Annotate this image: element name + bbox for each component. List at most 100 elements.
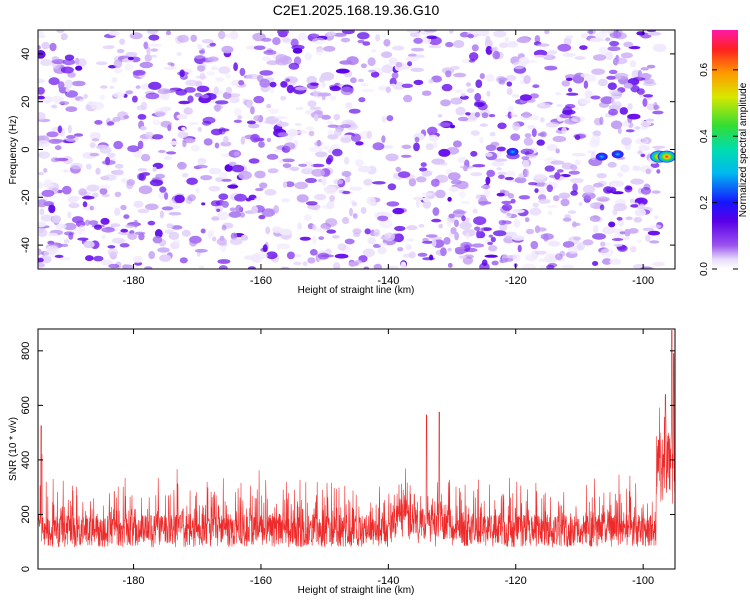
spectrogram-cell: [148, 251, 156, 260]
spectrogram-cell: [342, 30, 355, 35]
spectrogram-cell: [421, 170, 432, 177]
spectrogram-cell: [113, 92, 125, 98]
spectrogram-cell: [43, 168, 48, 173]
spectrogram-cell: [474, 92, 482, 102]
spectrogram-cell: [582, 184, 596, 194]
spectrogram-cell: [366, 130, 372, 139]
spectrogram-cell: [544, 65, 558, 71]
spectrogram-cell: [88, 220, 99, 226]
spectrogram-cell: [126, 180, 134, 190]
spectrogram-cell: [280, 81, 288, 88]
spectrogram-cell: [289, 166, 300, 171]
spectrogram-cell: [158, 192, 166, 199]
spectrogram-cell: [534, 188, 539, 194]
spectrogram-cell: [312, 235, 317, 245]
spectrogram-cell: [195, 164, 208, 169]
spectrogram-cell: [110, 223, 121, 228]
spectrogram-cell: [286, 251, 295, 260]
spectrogram-cell: [146, 46, 151, 55]
spectrogram-cell: [370, 71, 380, 78]
spectrogram-cell: [600, 241, 606, 247]
spectrogram-cell: [565, 35, 574, 39]
spectrogram-cell: [343, 156, 350, 165]
spectrogram-cell: [225, 73, 232, 79]
spectrogram-cell: [506, 81, 513, 87]
spectrogram-cell: [43, 249, 57, 258]
spectrogram-heatmap: [38, 30, 675, 269]
spectrogram-hotspot: [657, 150, 675, 163]
spectrogram-cell: [492, 50, 501, 60]
spectrogram-cell: [273, 205, 280, 214]
spectrogram-cell: [218, 265, 228, 269]
spectrogram-cell: [89, 142, 96, 149]
spectrogram-cell: [560, 198, 570, 207]
spectrogram-cell: [380, 235, 390, 240]
spectrogram-cell: [171, 225, 183, 230]
spectrogram-cell: [562, 52, 576, 57]
spectrogram-cell: [586, 30, 596, 35]
spectrogram-cell: [40, 214, 53, 222]
spectrogram-cell: [272, 37, 281, 46]
spectrogram-cell: [552, 135, 567, 143]
spectrogram-cell: [592, 130, 601, 137]
spectrogram-cell: [114, 163, 124, 169]
spectrogram-cell: [196, 85, 210, 93]
spectrogram-cell: [89, 132, 101, 140]
spectrogram-cell: [512, 61, 526, 70]
spectrogram-cell: [233, 107, 242, 116]
spectrogram-cell: [133, 200, 144, 208]
snr-x-axis-label: Height of straight line (km): [298, 585, 415, 596]
spectrogram-cell: [432, 207, 440, 216]
spectrogram-cell: [422, 197, 430, 203]
spectrogram-cell: [165, 30, 172, 36]
spectrogram-cell: [379, 219, 393, 229]
snr-y-tick-label: 600: [20, 396, 32, 414]
spectrogram-cell: [647, 230, 661, 236]
spectrogram-cell: [607, 46, 621, 52]
spectrogram-cell: [261, 37, 272, 42]
spectrogram-cell: [221, 224, 227, 231]
spectrogram-cell: [507, 41, 519, 48]
spectrogram-cell: [262, 56, 272, 61]
spectrogram-cell: [67, 196, 79, 203]
spectrogram-cell: [570, 177, 584, 184]
spectrogram-cell: [214, 142, 220, 149]
spectrogram-cell: [72, 228, 85, 235]
spectrogram-cell: [611, 238, 624, 241]
spectrogram-cell: [654, 215, 659, 220]
spectrogram-cell: [108, 31, 120, 36]
spectrogram-cell: [651, 190, 661, 194]
spectrogram-cell: [178, 100, 191, 105]
snr-series-line: [38, 330, 675, 548]
spectrogram-cell: [511, 94, 520, 98]
spectrogram-cell: [341, 170, 352, 177]
spectrogram-cell: [57, 125, 63, 134]
spectrogram-cell: [337, 243, 347, 251]
spectrogram-cell: [449, 124, 456, 129]
spectrogram-cell: [70, 162, 83, 170]
spectrogram-cell: [194, 92, 202, 98]
spectrogram-cell: [567, 87, 573, 93]
snr-y-tick-label: 800: [20, 342, 32, 360]
spectrogram-cell: [176, 114, 188, 120]
spectrogram-cell: [536, 227, 547, 232]
spectrogram-cell: [175, 89, 187, 96]
spectrogram-cell: [79, 98, 85, 103]
spectrogram-cell: [101, 259, 113, 266]
spectrogram-cell: [351, 201, 358, 207]
spectrogram-cell: [520, 148, 534, 155]
spectrogram-cell: [590, 135, 601, 145]
spectrogram-cell: [397, 171, 411, 179]
spectrogram-cell: [229, 207, 236, 212]
spectrogram-cell: [195, 187, 200, 194]
spectrogram-cell: [429, 254, 434, 261]
spectrogram-cell: [518, 173, 525, 179]
spectrogram-cell: [589, 37, 604, 43]
spectrogram-cell: [349, 186, 363, 191]
spectrogram-cell: [315, 151, 328, 158]
spectrogram-cell: [620, 52, 633, 59]
spectrogram-cell: [363, 266, 370, 269]
spectrogram-cell: [68, 202, 80, 209]
spectrogram-cell: [625, 186, 633, 191]
